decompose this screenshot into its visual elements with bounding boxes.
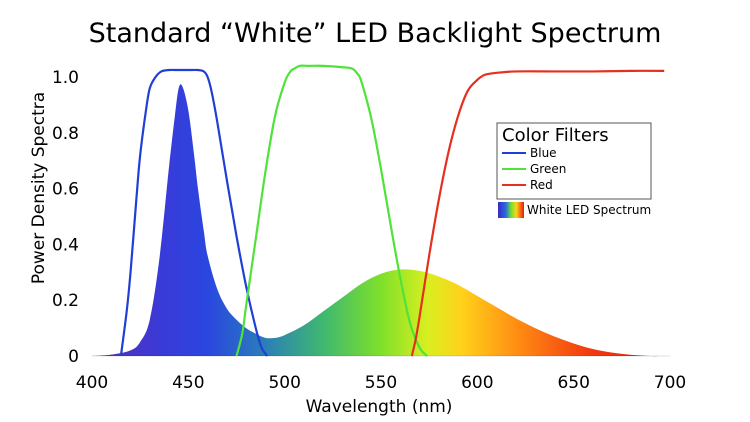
y-axis-label: Power Density Spectra [29, 92, 49, 284]
legend-title: Color Filters [502, 125, 609, 146]
y-tick-label: 0.2 [52, 291, 79, 311]
y-axis-ticks: 0 0.2 0.4 0.6 0.8 1.0 [52, 68, 79, 367]
legend-label-red: Red [530, 178, 553, 192]
x-tick-label: 550 [365, 373, 397, 393]
x-axis-ticks: 400 450 500 550 600 650 700 [76, 373, 686, 393]
y-tick-label: 1.0 [52, 68, 79, 88]
white-led-spectrum-area [92, 84, 661, 357]
x-tick-label: 500 [268, 373, 300, 393]
legend-box [496, 122, 652, 200]
y-tick-label: 0.6 [52, 180, 79, 200]
legend-spectrum-swatch [498, 202, 524, 218]
y-tick-label: 0.8 [52, 124, 79, 144]
legend: Color Filters Blue Green Red [496, 122, 652, 200]
red-filter-curve [410, 69, 665, 357]
x-tick-label: 700 [654, 373, 686, 393]
x-tick-label: 450 [172, 373, 204, 393]
x-axis-label: Wavelength (nm) [306, 397, 453, 417]
y-tick-label: 0 [68, 347, 79, 367]
x-tick-label: 400 [76, 373, 108, 393]
blue-filter-curve [119, 68, 269, 357]
green-filter-curve [235, 64, 429, 357]
x-tick-label: 600 [461, 373, 493, 393]
x-tick-label: 650 [557, 373, 589, 393]
plot-area [92, 84, 670, 357]
chart-title: Standard “White” LED Backlight Spectrum [89, 18, 662, 49]
legend-label-green: Green [530, 162, 566, 176]
legend-label-spectrum: White LED Spectrum [527, 203, 651, 217]
legend-label-blue: Blue [530, 146, 557, 160]
y-tick-label: 0.4 [52, 235, 79, 255]
